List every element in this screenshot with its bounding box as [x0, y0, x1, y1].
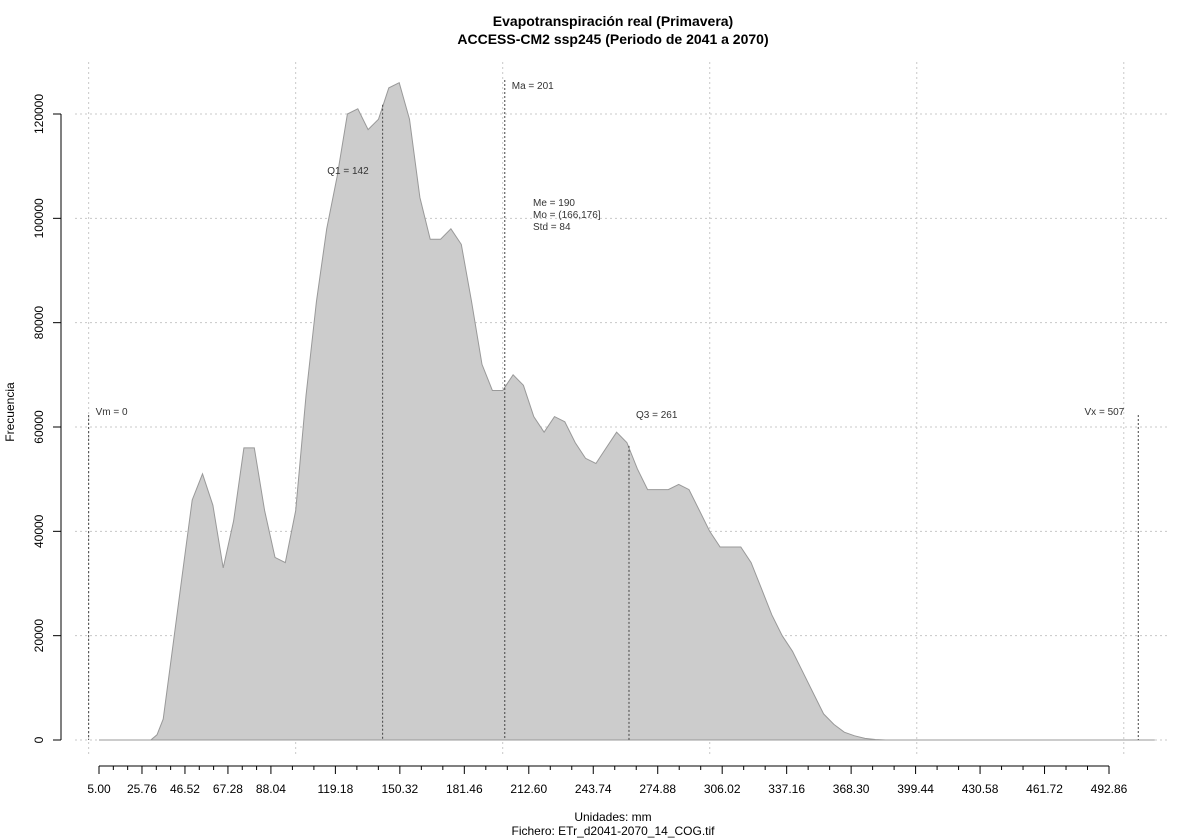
density-area	[99, 81, 1155, 741]
stats-annotation: Me = 190 Mo = (166,176] Std = 84	[533, 198, 601, 233]
x-tick-label-5: 119.18	[317, 782, 353, 796]
y-axis-label: Frecuencia	[3, 382, 17, 442]
stat-mode: Mo = (166,176]	[533, 210, 601, 221]
ref-label-1: Q1 = 142	[327, 166, 369, 177]
x-tick-label-4: 88.04	[256, 782, 286, 796]
y-tick-label-3: 60000	[32, 410, 46, 444]
x-tick-label-3: 67.28	[213, 782, 243, 796]
ref-label-0: Vm = 0	[96, 407, 128, 418]
ref-label-3: Q3 = 261	[636, 410, 678, 421]
x-tick-label-1: 25.76	[127, 782, 157, 796]
reference-lines: Vm = 0 Q1 = 142 Ma = 201 Q3 = 261 Vx = 507	[88, 80, 1139, 740]
x-tick-label-6: 150.32	[381, 782, 418, 796]
density-area-path	[99, 81, 1155, 741]
x-tick-label-2: 46.52	[170, 782, 200, 796]
x-tick-label-12: 337.16	[768, 782, 805, 796]
chart-title: Evapotranspiración real (Primavera)	[493, 13, 733, 29]
x-tick-label-8: 212.60	[510, 782, 547, 796]
stat-std: Std = 84	[533, 222, 571, 233]
chart-subtitle: ACCESS-CM2 ssp245 (Periodo de 2041 a 207…	[457, 31, 768, 47]
x-tick-label-16: 461.72	[1026, 782, 1063, 796]
y-tick-label-4: 80000	[32, 306, 46, 340]
x-tick-label-10: 274.88	[639, 782, 676, 796]
y-tick-label-1: 20000	[32, 619, 46, 653]
y-tick-label-0: 0	[32, 736, 46, 743]
x-tick-label-9: 243.74	[575, 782, 612, 796]
ref-label-2: Ma = 201	[512, 81, 554, 92]
y-tick-label-2: 40000	[32, 514, 46, 548]
x-axis: 5.00 25.76 46.52 67.28 88.04 119.18 150.32 181.…	[87, 765, 1128, 796]
y-tick-label-5: 100000	[32, 198, 46, 238]
x-tick-label-7: 181.46	[446, 782, 483, 796]
x-axis-label: Unidades: mm	[574, 810, 651, 824]
stat-median: Me = 190	[533, 198, 575, 209]
x-tick-label-17: 492.86	[1091, 782, 1128, 796]
x-tick-label-14: 399.44	[897, 782, 934, 796]
x-tick-label-0: 5.00	[87, 782, 111, 796]
x-tick-label-11: 306.02	[704, 782, 741, 796]
x-tick-label-13: 368.30	[833, 782, 870, 796]
x-tick-label-15: 430.58	[962, 782, 999, 796]
file-caption: Fichero: ETr_d2041-2070_14_COG.tif	[512, 824, 716, 838]
y-axis: 0 20000 40000 60000 80000 100000 120000	[32, 94, 62, 743]
y-tick-label-6: 120000	[32, 94, 46, 134]
ref-label-4: Vx = 507	[1085, 407, 1125, 418]
